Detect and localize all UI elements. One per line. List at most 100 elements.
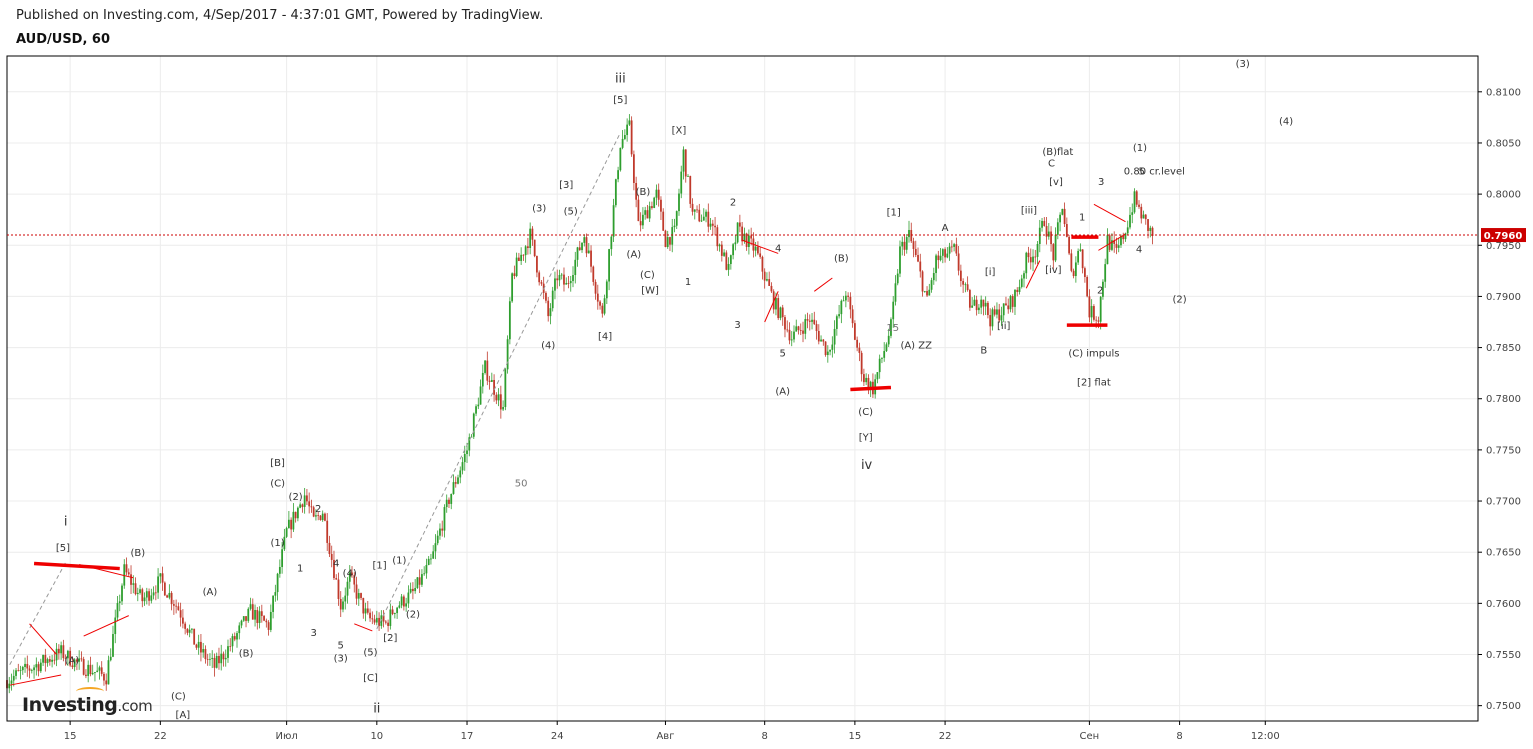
candle-body [17, 670, 20, 672]
candle-body [664, 230, 667, 247]
x-tick-label: 15 [849, 731, 862, 742]
candle-body [822, 339, 825, 342]
candle-body [1034, 256, 1037, 258]
candle-body [605, 281, 608, 299]
candle-body [1111, 240, 1113, 250]
candle-body [833, 328, 836, 345]
candle-body [360, 593, 362, 598]
candle-body [565, 283, 568, 285]
wave-label: [X] [672, 126, 687, 137]
candle-body [928, 289, 931, 296]
candle-body [788, 329, 791, 341]
candle-body [881, 357, 883, 359]
candle-body [511, 273, 514, 302]
investing-logo: Investing.com [22, 687, 153, 716]
candle-body [574, 259, 577, 276]
trend-line [79, 563, 134, 579]
candle-body [1014, 289, 1016, 307]
candle-body [186, 628, 189, 633]
candle-body [64, 658, 67, 659]
candle-body [626, 124, 629, 136]
y-tick-label: 0.7750 [1486, 445, 1521, 456]
trend-line [1025, 260, 1041, 289]
candle-body [628, 120, 631, 125]
wave-label: (A) [203, 587, 218, 598]
candle-body [76, 659, 78, 662]
annotation-marks [9, 132, 1126, 686]
wave-label: 1 [685, 277, 691, 288]
candle-body [655, 189, 658, 198]
candle-body [520, 254, 523, 261]
candle-body [1047, 231, 1050, 237]
candle-body [653, 197, 656, 208]
candle-body [497, 394, 500, 401]
wave-label: (C) [640, 270, 655, 281]
candle-body [867, 377, 870, 390]
candle-body [844, 295, 847, 301]
candle-body [1052, 244, 1055, 261]
wave-label: [iii] [1021, 205, 1037, 216]
candle-body [790, 339, 793, 341]
candle-body [276, 573, 279, 593]
candle-body [26, 663, 29, 669]
candle-body [240, 620, 243, 626]
candle-body [646, 210, 649, 219]
candle-body [732, 244, 735, 256]
candle-body [107, 660, 110, 685]
wave-label: [1] [372, 560, 386, 571]
wave-labels: i [5] (A) (B) (C) [A] (A) (B) [B] (C) (1) (2) 2 1 3 4 (4… [56, 59, 1293, 721]
candle-body [1083, 268, 1086, 277]
wave-label: (A) [65, 656, 80, 667]
candle-body [682, 149, 685, 172]
candle-body [912, 241, 915, 249]
candle-body [123, 564, 126, 586]
candle-body [547, 300, 550, 317]
candle-body [1095, 319, 1098, 321]
candle-body [439, 528, 441, 536]
candle-body [583, 237, 586, 243]
candle-body [504, 369, 507, 408]
candle-body [1020, 278, 1023, 287]
candle-body [24, 663, 26, 667]
wave-label: [3] [559, 180, 573, 191]
candle-body [96, 670, 99, 673]
wave-label: (4) [1279, 116, 1293, 127]
candle-body [926, 291, 928, 296]
candle-body [678, 193, 680, 212]
candle-body [617, 170, 620, 180]
candle-body [781, 307, 784, 318]
candle-body [441, 528, 444, 531]
candle-body [315, 515, 317, 517]
candle-body [387, 622, 389, 626]
candle-body [430, 558, 432, 560]
candle-body [121, 585, 123, 602]
wave-label: (B) [130, 548, 145, 559]
candle-body [1070, 253, 1073, 271]
candle-body [540, 282, 543, 284]
candle-body [1041, 220, 1043, 228]
wave-label: [B] [270, 458, 285, 469]
candle-body [274, 592, 277, 596]
wave-label: [2] [383, 633, 397, 644]
candle-body [369, 612, 371, 619]
candle-body [612, 205, 615, 237]
candle-body [923, 291, 926, 292]
candle-body [409, 588, 412, 593]
trend-line [813, 277, 833, 292]
candle-body [572, 275, 574, 282]
candle-body [989, 315, 992, 327]
logo-swoosh-icon [76, 687, 104, 696]
candle-body [10, 680, 13, 684]
candle-body [46, 659, 49, 664]
candle-body [578, 247, 581, 251]
plot-frame [6, 55, 1479, 722]
candle-body [899, 246, 901, 274]
candle-body [648, 206, 651, 219]
candle-body [353, 575, 356, 585]
candle-body [1088, 296, 1091, 318]
candle-body [466, 450, 468, 455]
candle-body [177, 606, 180, 611]
candle-body [538, 272, 541, 283]
candle-body [348, 572, 351, 582]
